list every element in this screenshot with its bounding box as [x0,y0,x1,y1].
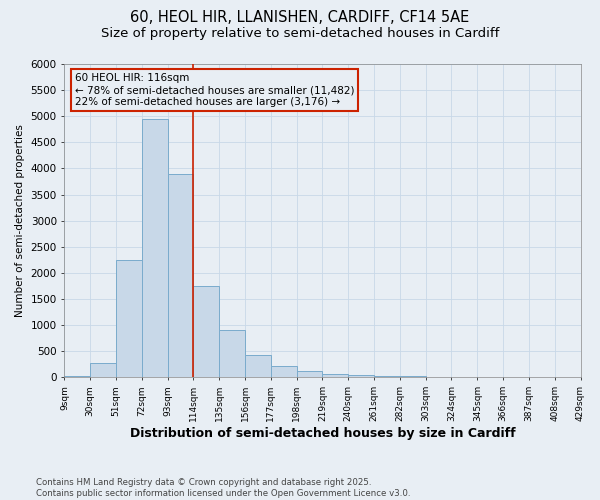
Bar [219,330,245,378]
Text: Contains HM Land Registry data © Crown copyright and database right 2025.
Contai: Contains HM Land Registry data © Crown c… [36,478,410,498]
Bar [116,260,142,378]
Text: 60 HEOL HIR: 116sqm
← 78% of semi-detached houses are smaller (11,482)
22% of se: 60 HEOL HIR: 116sqm ← 78% of semi-detach… [75,74,354,106]
Bar [271,366,296,378]
Bar [348,375,374,378]
Bar [245,356,271,378]
Bar [296,371,322,378]
Bar [400,376,425,378]
Bar [142,119,167,378]
Bar [193,286,219,378]
Text: Size of property relative to semi-detached houses in Cardiff: Size of property relative to semi-detach… [101,28,499,40]
Bar [90,363,116,378]
X-axis label: Distribution of semi-detached houses by size in Cardiff: Distribution of semi-detached houses by … [130,427,515,440]
Y-axis label: Number of semi-detached properties: Number of semi-detached properties [15,124,25,317]
Bar [64,376,90,378]
Text: 60, HEOL HIR, LLANISHEN, CARDIFF, CF14 5AE: 60, HEOL HIR, LLANISHEN, CARDIFF, CF14 5… [130,10,470,25]
Bar [425,377,451,378]
Bar [167,174,193,378]
Bar [322,374,348,378]
Bar [374,376,400,378]
